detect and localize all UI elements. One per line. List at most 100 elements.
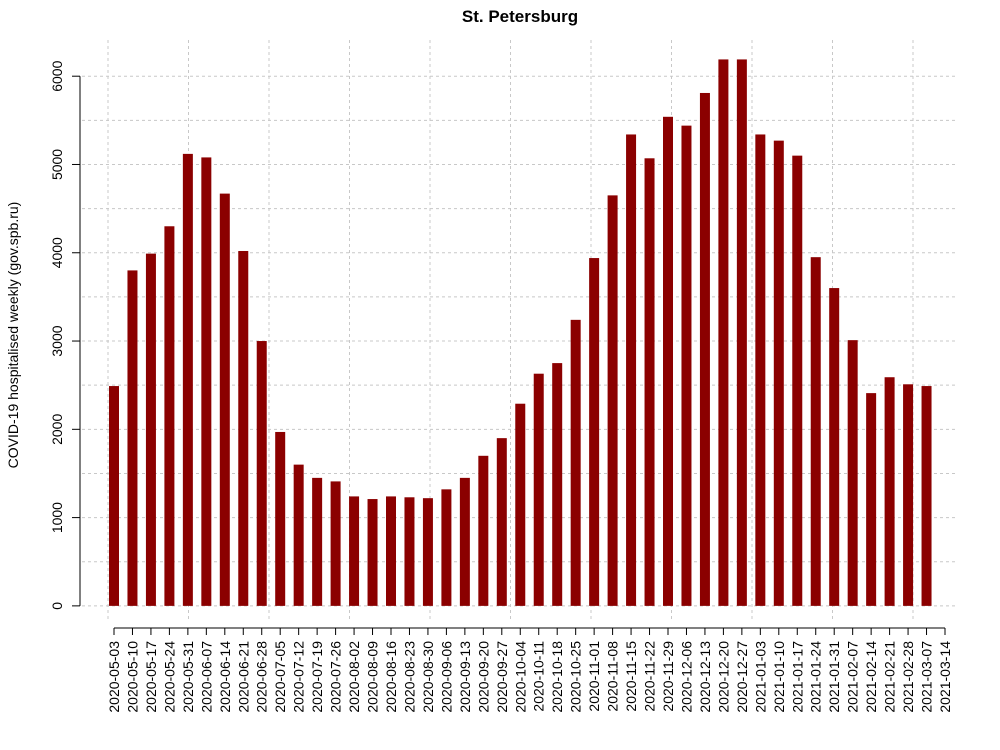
x-tick-label: 2020-09-13 — [457, 641, 473, 713]
x-tick-label: 2020-11-22 — [642, 641, 658, 712]
bar — [810, 257, 821, 606]
bar — [773, 140, 784, 606]
y-tick-label: 3000 — [49, 325, 65, 356]
bar — [570, 319, 581, 606]
bar — [866, 393, 877, 606]
x-tick-label: 2020-07-05 — [272, 641, 288, 713]
bar — [829, 288, 840, 606]
x-tick-label: 2020-07-26 — [328, 641, 344, 713]
bar — [552, 363, 563, 606]
bar — [589, 258, 600, 606]
x-tick-label: 2021-01-10 — [771, 641, 787, 713]
bar — [699, 92, 710, 606]
bar — [792, 155, 803, 606]
bar — [219, 193, 230, 606]
x-tick-label: 2020-11-01 — [586, 641, 602, 712]
bar — [293, 464, 304, 606]
bar — [330, 481, 341, 606]
bar — [459, 477, 470, 606]
x-tick-label: 2020-11-08 — [605, 641, 621, 712]
x-tick-label: 2020-12-13 — [697, 641, 713, 713]
bar — [607, 195, 618, 606]
x-tick-label: 2020-08-02 — [346, 641, 362, 713]
x-tick-label: 2020-11-15 — [623, 641, 639, 712]
x-tick-label: 2020-12-06 — [678, 641, 694, 713]
y-tick-label: 1000 — [49, 502, 65, 533]
bar — [755, 134, 766, 606]
bar — [533, 373, 544, 606]
x-tick-label: 2020-09-27 — [494, 641, 510, 713]
x-tick-label: 2020-10-04 — [512, 641, 528, 713]
x-tick-label: 2021-03-14 — [937, 641, 953, 713]
y-tick-label: 2000 — [49, 414, 65, 445]
x-tick-label: 2020-10-11 — [531, 641, 547, 712]
x-tick-label: 2020-11-29 — [660, 641, 676, 712]
bar — [201, 157, 212, 606]
bar — [681, 125, 692, 606]
bar — [127, 270, 138, 606]
x-tick-label: 2021-01-24 — [808, 641, 824, 713]
x-tick-label: 2021-03-07 — [919, 641, 935, 713]
x-tick-label: 2020-05-10 — [124, 641, 140, 713]
bar — [164, 226, 175, 606]
x-tick-label: 2020-06-07 — [198, 641, 214, 713]
y-tick-label: 6000 — [49, 60, 65, 91]
x-tick-label: 2020-06-28 — [254, 641, 270, 713]
x-tick-label: 2020-05-24 — [161, 641, 177, 713]
x-tick-label: 2021-02-28 — [900, 641, 916, 713]
x-tick-label: 2020-05-31 — [180, 641, 196, 713]
bar — [145, 253, 156, 606]
bar — [884, 377, 895, 606]
bar — [626, 134, 637, 606]
bar — [847, 340, 858, 606]
bar — [903, 384, 914, 606]
x-tick-label: 2020-06-21 — [235, 641, 251, 713]
x-tick-label: 2020-08-16 — [383, 641, 399, 713]
x-tick-label: 2021-01-31 — [826, 641, 842, 713]
bar — [404, 497, 415, 606]
x-tick-label: 2020-05-03 — [106, 641, 122, 713]
bar — [275, 431, 286, 606]
bar — [367, 499, 378, 606]
x-tick-label: 2020-07-19 — [309, 641, 325, 713]
bar — [349, 496, 360, 606]
bar — [109, 386, 119, 606]
bar — [422, 498, 433, 606]
bar — [515, 403, 526, 606]
bar — [312, 477, 323, 606]
bar — [441, 489, 452, 606]
bar — [386, 496, 396, 606]
bar — [663, 116, 673, 606]
bar — [238, 250, 249, 606]
x-tick-label: 2020-09-20 — [475, 641, 491, 713]
x-tick-label: 2020-07-12 — [291, 641, 307, 713]
x-tick-label: 2021-01-17 — [789, 641, 805, 713]
x-tick-label: 2020-08-09 — [365, 641, 381, 713]
x-tick-label: 2020-10-18 — [549, 641, 565, 713]
x-tick-label: 2021-02-21 — [882, 641, 898, 713]
y-tick-label: 0 — [49, 602, 65, 610]
x-tick-label: 2020-06-14 — [217, 641, 233, 713]
bar — [718, 59, 729, 606]
bar — [644, 158, 655, 606]
y-tick-label: 5000 — [49, 149, 65, 180]
y-axis-label: COVID-19 hospitalised weekly (gov.spb.ru… — [5, 202, 21, 469]
chart-title: St. Petersburg — [462, 7, 578, 26]
y-tick-label: 4000 — [49, 237, 65, 268]
bar — [921, 386, 932, 606]
x-tick-label: 2021-02-14 — [863, 641, 879, 713]
bar — [496, 438, 507, 606]
bar — [736, 59, 747, 606]
x-tick-label: 2020-12-27 — [734, 641, 750, 713]
x-tick-label: 2020-09-06 — [438, 641, 454, 713]
x-tick-label: 2020-05-17 — [143, 641, 159, 713]
x-tick-label: 2020-12-20 — [715, 641, 731, 713]
x-tick-label: 2021-01-03 — [752, 641, 768, 713]
x-tick-label: 2021-02-07 — [845, 641, 861, 713]
x-tick-label: 2020-10-25 — [568, 641, 584, 713]
x-tick-label: 2020-08-23 — [401, 641, 417, 713]
bar — [256, 341, 267, 606]
bar — [478, 455, 489, 606]
bar — [182, 153, 193, 606]
